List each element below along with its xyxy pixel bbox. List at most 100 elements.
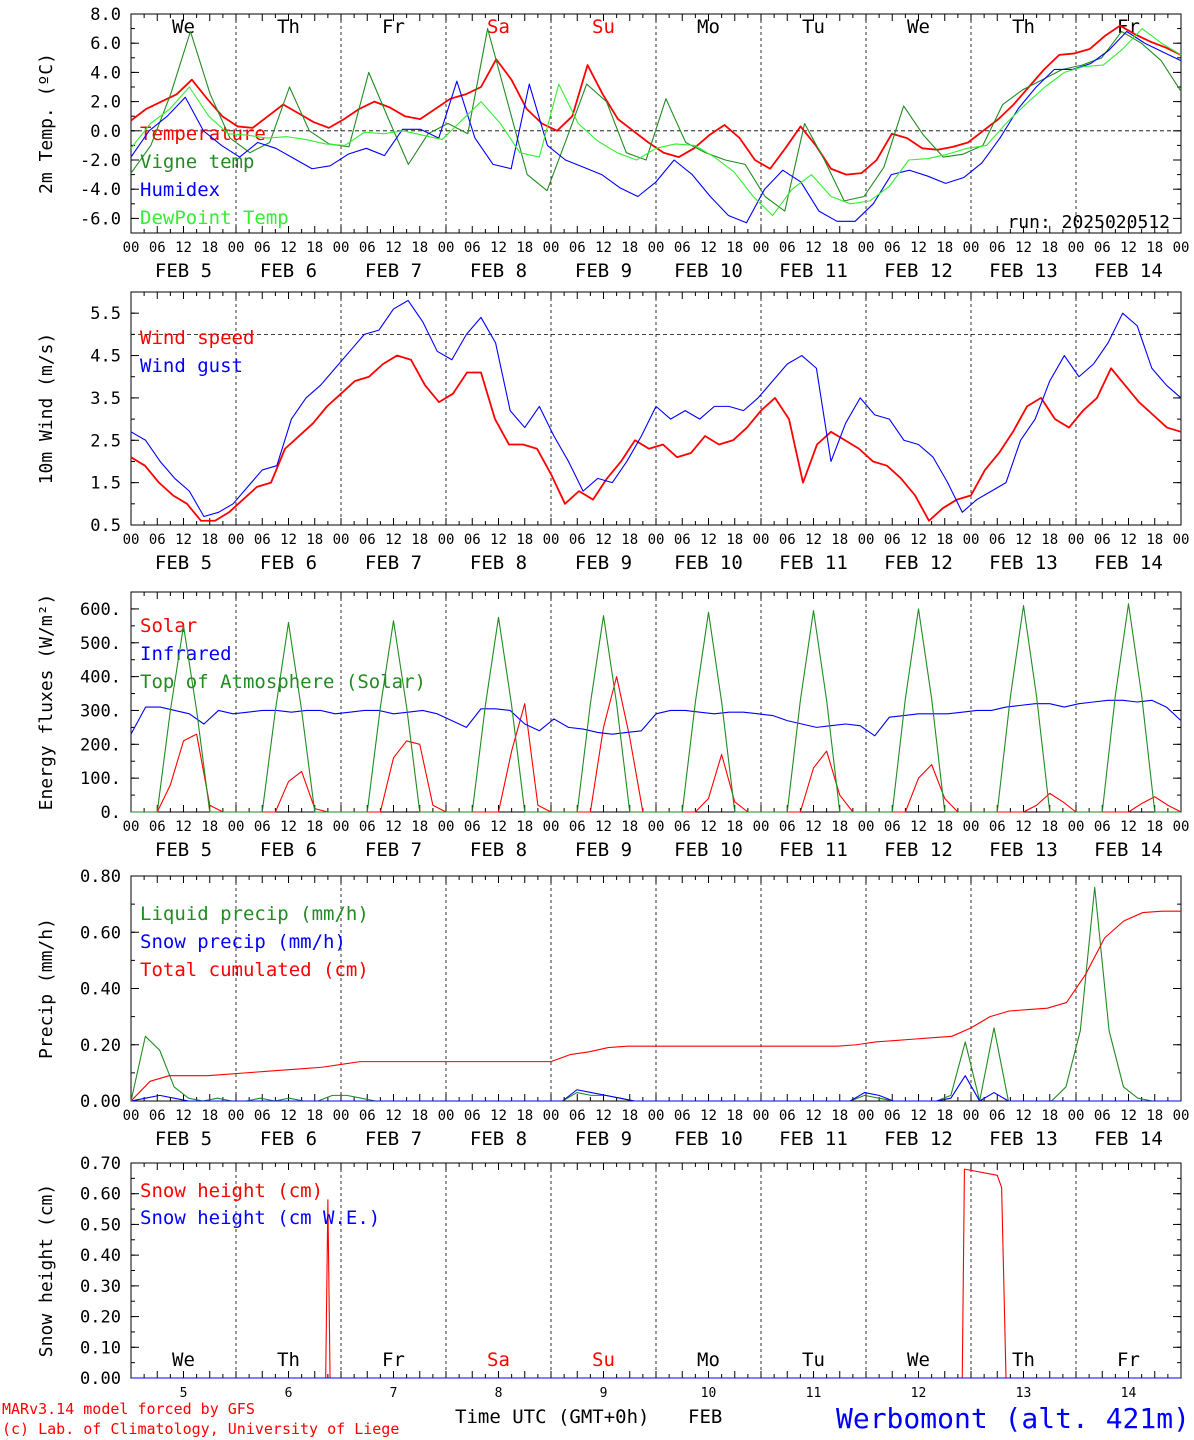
hour-tick-label: 00 [333,532,350,548]
run-label: run: 2025020512 [1007,212,1170,233]
hour-tick-label: 18 [1146,819,1163,835]
hour-tick-label: 00 [1068,819,1085,835]
hour-tick-label: 12 [700,1108,717,1124]
hour-tick-label: 12 [490,819,507,835]
hour-tick-label: 00 [858,240,875,256]
hour-tick-label: 18 [936,240,953,256]
day-label: FEB 11 [779,552,848,574]
day-label: FEB 6 [260,260,317,282]
y-tick-label: 0.30 [80,1277,121,1297]
hour-tick-label: 00 [753,819,770,835]
series-line-humidex [130,30,1182,224]
hour-tick-label: 00 [753,240,770,256]
hour-tick-label: 12 [1120,240,1137,256]
y-tick-label: 0.10 [80,1338,121,1358]
day-label: FEB 5 [155,839,212,861]
hour-tick-label: 00 [438,240,455,256]
hour-tick-label: 00 [963,240,980,256]
day-label: FEB 9 [575,260,632,282]
day-label: FEB 10 [674,1128,743,1150]
y-tick-label: 0.40 [80,980,121,1000]
hour-tick-label: 18 [621,532,638,548]
hour-tick-label: 18 [936,1108,953,1124]
hour-tick-label: 18 [1146,240,1163,256]
legend-entry: Humidex [140,179,220,201]
hour-tick-label: 00 [228,240,245,256]
y-tick-label: 300. [80,701,121,721]
hour-tick-label: 06 [674,1108,691,1124]
hour-tick-label: 12 [280,532,297,548]
hour-tick-label: 00 [753,1108,770,1124]
hour-tick-label: 06 [674,240,691,256]
hour-tick-label: 18 [1146,1108,1163,1124]
weekday-label: Th [1012,1349,1035,1371]
day-label: FEB 8 [470,1128,527,1150]
day-label: FEB 5 [155,552,212,574]
day-label: FEB 8 [470,839,527,861]
y-axis-label: 10m Wind (m/s) [36,333,57,485]
weekday-label: Fr [382,16,405,38]
hour-tick-label: 18 [411,240,428,256]
day-label: FEB 11 [779,839,848,861]
hour-tick-label: 18 [201,1108,218,1124]
hour-tick-label: 18 [726,819,743,835]
bottom-day-number: 7 [390,1386,398,1401]
hour-tick-label: 12 [490,532,507,548]
hour-tick-label: 12 [910,240,927,256]
legend-entry: Vigne temp [140,151,254,173]
hour-tick-label: 06 [464,819,481,835]
hour-tick-label: 12 [700,240,717,256]
day-label: FEB 9 [575,839,632,861]
hour-tick-label: 12 [1120,1108,1137,1124]
hour-tick-label: 18 [831,1108,848,1124]
hour-tick-label: 00 [1173,240,1190,256]
y-tick-label: 0.0 [90,122,121,142]
day-label: FEB 7 [365,1128,422,1150]
bottom-day-number: 13 [1016,1386,1032,1401]
hour-tick-label: 06 [149,532,166,548]
y-tick-label: 0.50 [80,1215,121,1235]
weekday-label: Sa [487,16,510,38]
hour-tick-label: 06 [1094,819,1111,835]
day-label: FEB 14 [1094,1128,1163,1150]
bottom-day-number: 9 [600,1386,608,1401]
hour-tick-label: 12 [490,240,507,256]
day-label: FEB 14 [1094,839,1163,861]
hour-tick-label: 06 [884,532,901,548]
panel-temp: 8.0 6.0 4.0 2.0 0.0 -2.0 -4.0 -6.0 2m Temp. (ºC)… [36,5,1189,282]
hour-tick-label: 18 [516,240,533,256]
legend-entry: Liquid precip (mm/h) [140,903,369,925]
hour-tick-label: 12 [910,1108,927,1124]
hour-tick-label: 00 [333,240,350,256]
hour-tick-label: 06 [779,240,796,256]
hour-tick-label: 00 [438,819,455,835]
hour-tick-label: 06 [989,819,1006,835]
series-line-temperature [130,24,1182,176]
hour-tick-label: 18 [936,532,953,548]
day-label: FEB 9 [575,1128,632,1150]
weekday-label: Tu [802,16,825,38]
y-tick-label: 2.5 [90,431,121,451]
day-label: FEB 11 [779,260,848,282]
hour-tick-label: 00 [543,532,560,548]
y-tick-label: -6.0 [80,209,121,229]
day-label: FEB 8 [470,552,527,574]
hour-tick-label: 12 [1120,819,1137,835]
hour-tick-label: 00 [963,819,980,835]
hour-tick-label: 18 [411,819,428,835]
hour-tick-label: 00 [753,532,770,548]
day-label: FEB 10 [674,552,743,574]
y-tick-label: 5.5 [90,304,121,324]
weekday-label: We [172,1349,195,1371]
hour-tick-label: 00 [648,240,665,256]
hour-tick-label: 06 [254,819,271,835]
hour-tick-label: 12 [595,819,612,835]
hour-tick-label: 18 [831,819,848,835]
hour-tick-label: 00 [858,532,875,548]
panel-precip: 0.80 0.60 0.40 0.20 0.00 Precip (mm/h) 00 06 12 1… [36,867,1189,1150]
y-tick-label: 0.00 [80,1369,121,1389]
hour-tick-label: 00 [543,819,560,835]
hour-tick-label: 00 [1068,240,1085,256]
weekday-label: Su [592,1349,615,1371]
